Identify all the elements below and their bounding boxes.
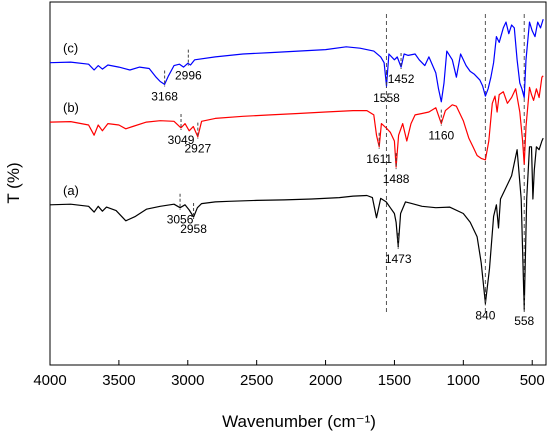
series-layer: (a) (b) (c)	[49, 19, 544, 310]
peak-label: 1611	[366, 152, 392, 166]
series-line-c	[49, 19, 544, 103]
series-label: (b)	[63, 100, 79, 115]
peak-label: 2958	[180, 222, 207, 236]
x-tick-label: 1000	[447, 372, 480, 389]
peak-label: 1452	[388, 72, 415, 86]
series-label: (c)	[63, 41, 78, 56]
peak-label: 1160	[428, 129, 454, 143]
peak-label: 2996	[175, 69, 202, 83]
peak-label: 1558	[373, 91, 400, 105]
peak-label: 558	[514, 314, 534, 328]
y-axis-title: T (%)	[4, 162, 23, 203]
peak-label: 3056	[167, 213, 194, 227]
x-tick-label: 1500	[378, 372, 411, 389]
x-tick-label: 4000	[33, 372, 66, 389]
x-tick-label: 3500	[102, 372, 135, 389]
series-label: (a)	[63, 183, 79, 198]
peak-label: 840	[475, 308, 495, 322]
series-line-a	[49, 137, 544, 310]
x-tick-label: 2000	[309, 372, 342, 389]
peak-label: 2927	[184, 142, 211, 156]
x-axis-title: Wavenumber (cm⁻¹)	[222, 412, 376, 431]
x-tick-label: 500	[520, 372, 545, 389]
reference-lines	[385, 14, 525, 312]
x-tick-label: 2500	[240, 372, 273, 389]
x-axis-ticks: 4000 3500 3000 2500 2000 1500 1000 500	[33, 360, 545, 389]
peak-label: 1488	[383, 172, 410, 186]
peak-label: 3049	[168, 133, 195, 147]
peak-label: 3168	[151, 89, 178, 103]
series-line-b	[49, 75, 544, 168]
plot-frame	[49, 1, 547, 366]
peak-label: 1473	[385, 252, 412, 266]
x-tick-label: 3000	[171, 372, 204, 389]
